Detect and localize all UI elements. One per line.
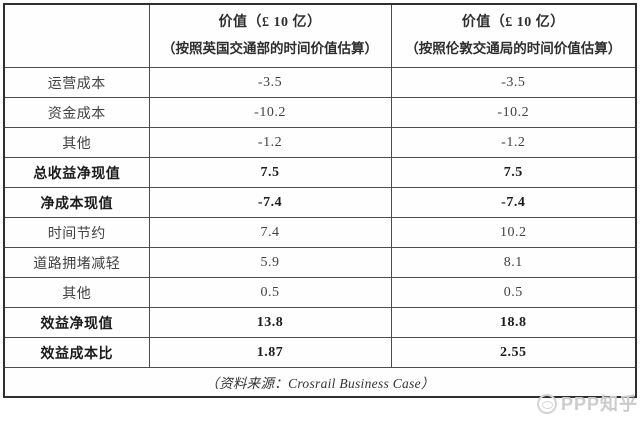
table-row-benefit-npv: 效益净现值 13.8 18.8: [3, 307, 637, 338]
row-label: 时间节约: [3, 217, 150, 248]
row-value-tfl: 18.8: [390, 307, 637, 338]
header-corner-cell: [3, 3, 150, 68]
row-label: 运营成本: [3, 67, 150, 98]
row-label: 其他: [3, 277, 150, 308]
row-value-tfl: 0.5: [390, 277, 637, 308]
row-value-tfl: -10.2: [390, 97, 637, 128]
source-row: （资料来源：Crosrail Business Case）: [3, 367, 637, 398]
row-value-dft: 13.8: [148, 307, 392, 338]
row-value-tfl: 10.2: [390, 217, 637, 248]
header-dft-title: 价值（£ 10 亿）: [218, 15, 322, 30]
row-value-dft: 5.9: [148, 247, 392, 278]
row-value-tfl: 7.5: [390, 157, 637, 188]
header-tfl-title: 价值（£ 10 亿）: [461, 15, 565, 30]
header-col-tfl: 价值（£ 10 亿） （按照伦敦交通局的时间价值估算）: [390, 3, 637, 68]
table-row: 其他 0.5 0.5: [3, 277, 637, 308]
header-col-dft: 价值（£ 10 亿） （按照英国交通部的时间价值估算）: [148, 3, 392, 68]
row-label: 资金成本: [3, 97, 150, 128]
row-value-tfl: -7.4: [390, 187, 637, 218]
table-row-net-cost-pv: 净成本现值 -7.4 -7.4: [3, 187, 637, 218]
table-header: 价值（£ 10 亿） （按照英国交通部的时间价值估算） 价值（£ 10 亿） （…: [3, 3, 637, 68]
row-value-tfl: -1.2: [390, 127, 637, 158]
row-label: 净成本现值: [3, 187, 150, 218]
row-value-tfl: 8.1: [390, 247, 637, 278]
row-value-tfl: -3.5: [390, 67, 637, 98]
row-value-dft: 0.5: [148, 277, 392, 308]
row-label: 效益净现值: [3, 307, 150, 338]
row-value-tfl: 2.55: [390, 337, 637, 368]
row-value-dft: -10.2: [148, 97, 392, 128]
header-tfl-subtitle: （按照伦敦交通局的时间价值估算）: [405, 41, 622, 56]
row-label: 其他: [3, 127, 150, 158]
table-footer: （资料来源：Crosrail Business Case）: [3, 367, 637, 398]
table-row-total-benefit-npv: 总收益净现值 7.5 7.5: [3, 157, 637, 188]
header-dft-subtitle: （按照英国交通部的时间价值估算）: [162, 41, 378, 56]
header-row: 价值（£ 10 亿） （按照英国交通部的时间价值估算） 价值（£ 10 亿） （…: [3, 3, 637, 68]
table-row: 其他 -1.2 -1.2: [3, 127, 637, 158]
row-label: 效益成本比: [3, 337, 150, 368]
source-note: （资料来源：Crosrail Business Case）: [3, 367, 637, 398]
table-row: 时间节约 7.4 10.2: [3, 217, 637, 248]
row-value-dft: 7.5: [148, 157, 392, 188]
table-row: 道路拥堵减轻 5.9 8.1: [3, 247, 637, 278]
row-label: 总收益净现值: [3, 157, 150, 188]
row-value-dft: 7.4: [148, 217, 392, 248]
row-value-dft: -3.5: [148, 67, 392, 98]
row-label: 道路拥堵减轻: [3, 247, 150, 278]
row-value-dft: -7.4: [148, 187, 392, 218]
table-row: 资金成本 -10.2 -10.2: [3, 97, 637, 128]
row-value-dft: -1.2: [148, 127, 392, 158]
table-row: 运营成本 -3.5 -3.5: [3, 67, 637, 98]
row-value-dft: 1.87: [148, 337, 392, 368]
crossrail-value-table: 价值（£ 10 亿） （按照英国交通部的时间价值估算） 价值（£ 10 亿） （…: [3, 3, 637, 398]
table-row-benefit-cost-ratio: 效益成本比 1.87 2.55: [3, 337, 637, 368]
table-body: 运营成本 -3.5 -3.5 资金成本 -10.2 -10.2 其他 -1.2 …: [3, 67, 637, 368]
